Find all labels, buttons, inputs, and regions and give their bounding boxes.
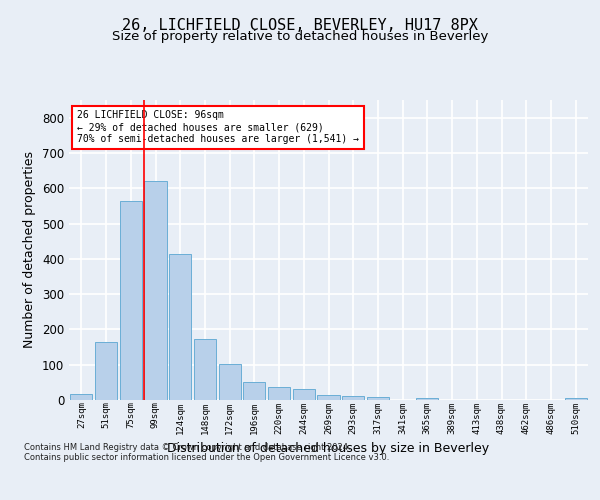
Bar <box>367 397 389 400</box>
Text: 26, LICHFIELD CLOSE, BEVERLEY, HU17 8PX: 26, LICHFIELD CLOSE, BEVERLEY, HU17 8PX <box>122 18 478 32</box>
Bar <box>342 396 364 400</box>
Bar <box>317 395 340 400</box>
Bar <box>169 254 191 400</box>
Text: Size of property relative to detached houses in Beverley: Size of property relative to detached ho… <box>112 30 488 43</box>
Text: Contains HM Land Registry data © Crown copyright and database right 2024.
Contai: Contains HM Land Registry data © Crown c… <box>24 442 389 462</box>
Bar <box>565 398 587 400</box>
Bar <box>70 394 92 400</box>
Bar <box>145 181 167 400</box>
Bar <box>243 382 265 400</box>
Bar <box>268 386 290 400</box>
Bar <box>416 398 439 400</box>
Bar <box>218 364 241 400</box>
Y-axis label: Number of detached properties: Number of detached properties <box>23 152 37 348</box>
Bar <box>194 340 216 400</box>
Bar <box>293 389 315 400</box>
X-axis label: Distribution of detached houses by size in Beverley: Distribution of detached houses by size … <box>167 442 490 455</box>
Text: 26 LICHFIELD CLOSE: 96sqm
← 29% of detached houses are smaller (629)
70% of semi: 26 LICHFIELD CLOSE: 96sqm ← 29% of detac… <box>77 110 359 144</box>
Bar <box>119 200 142 400</box>
Bar <box>95 342 117 400</box>
